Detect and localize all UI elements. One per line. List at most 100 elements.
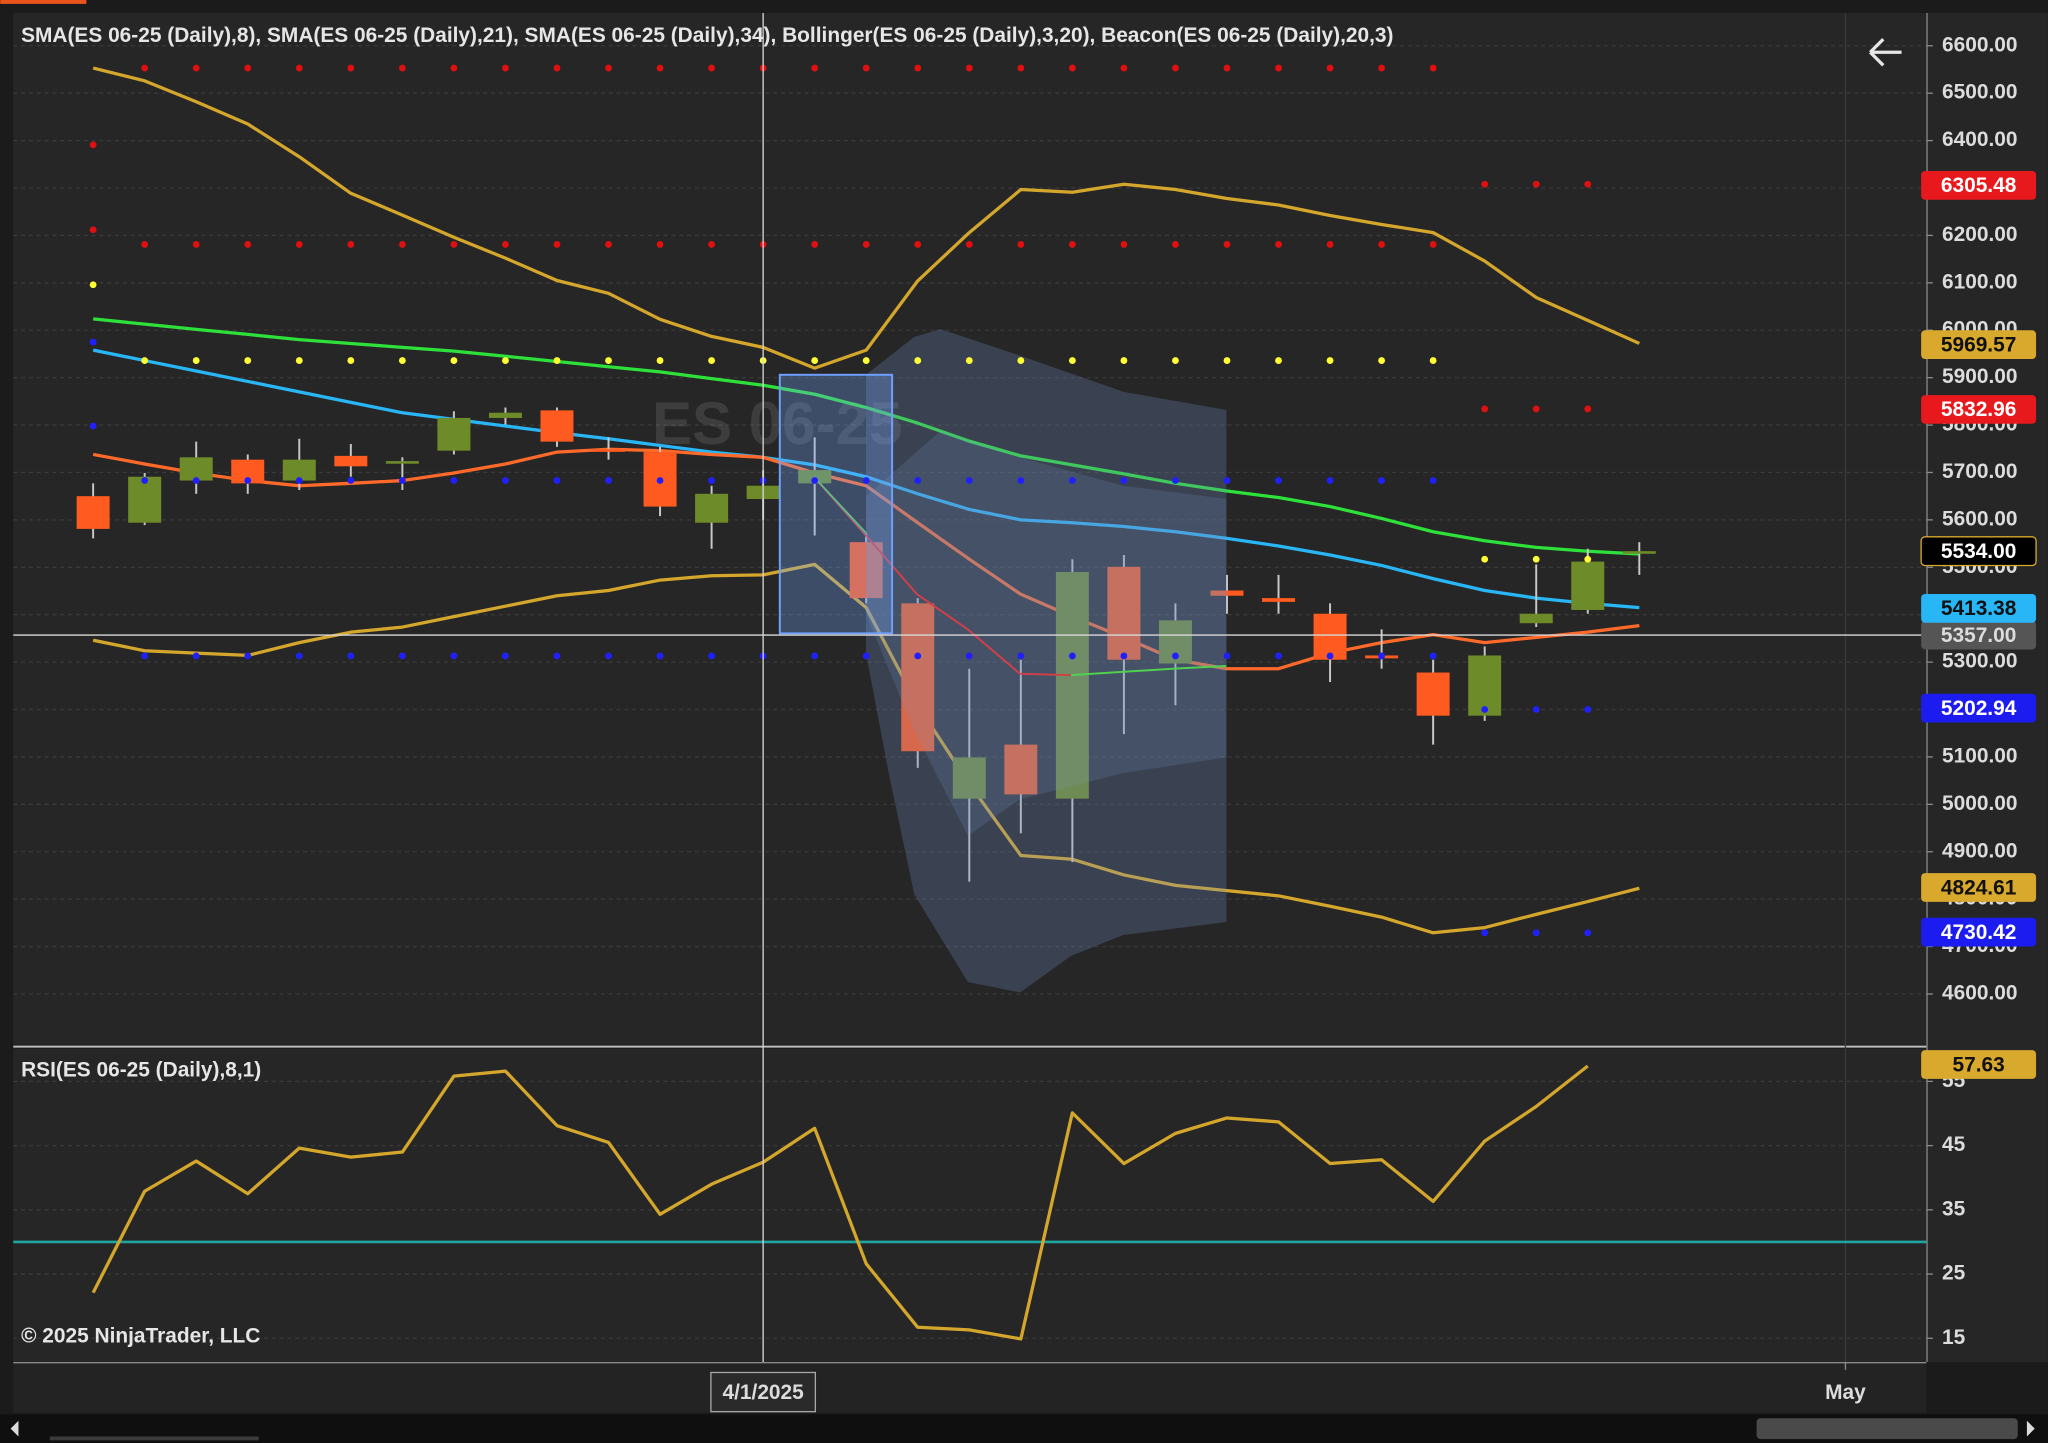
beacon-dot (1584, 706, 1592, 713)
beacon-dot (914, 357, 922, 364)
candle-body (1107, 566, 1141, 660)
scroll-indicator (49, 1436, 259, 1441)
crosshair-value-label: 5357.00 (1941, 624, 2016, 647)
beacon-dot (192, 241, 200, 248)
beacon-dot (1275, 241, 1282, 248)
beacon-dot (347, 241, 355, 248)
projection-line (1070, 665, 1227, 677)
price-label: 5534.00 (1941, 540, 2016, 563)
beacon-dot (553, 241, 561, 248)
beacon-dot (605, 241, 612, 248)
candle-body (1055, 572, 1089, 799)
beacon-dot (192, 357, 200, 364)
indicator-line (92, 66, 1640, 370)
beacon-dot (295, 241, 303, 248)
beacon-dot (192, 64, 200, 72)
beacon-dot (295, 477, 303, 484)
scroll-thumb[interactable] (1756, 1418, 2018, 1440)
beacon-dot (1017, 652, 1025, 660)
beacon-dot (811, 241, 819, 248)
beacon-dot (1429, 64, 1437, 72)
beacon-dot (605, 64, 612, 72)
beacon-dot (1584, 929, 1592, 937)
beacon-dot (914, 477, 922, 484)
beacon-dot (502, 241, 509, 248)
candle-body (1004, 744, 1038, 795)
beacon-dot (1017, 357, 1025, 364)
scrollbar (0, 1414, 2048, 1443)
beacon-dot (398, 241, 406, 248)
beacon-dot (1068, 477, 1076, 484)
scroll-left[interactable] (10, 1420, 19, 1437)
candle-body (76, 496, 110, 529)
candle-body (1519, 613, 1553, 624)
price-label: 57.63 (1952, 1053, 2004, 1076)
time-axis-area (13, 1363, 1927, 1413)
beacon-dot (192, 652, 200, 660)
beacon-dot (192, 477, 200, 484)
beacon-dot (1429, 652, 1437, 660)
y-tick-label: 4900.00 (1942, 839, 2017, 862)
beacon-dot (1326, 477, 1334, 484)
candle-body (334, 455, 368, 467)
beacon-dot (502, 64, 509, 72)
beacon-dot (244, 477, 252, 484)
beacon-dot (1275, 357, 1282, 364)
beacon-dot (708, 652, 715, 660)
price-label: 5202.94 (1941, 697, 2017, 720)
indicator-line (91, 1064, 1589, 1341)
beacon-dot (811, 64, 819, 72)
y-tick-label: 35 (1942, 1197, 1966, 1220)
beacon-dot (347, 477, 355, 484)
beacon-dot (1275, 477, 1282, 484)
beacon-dot (295, 64, 303, 72)
price-label-box (1921, 917, 2037, 947)
beacon-dot (1532, 555, 1540, 563)
beacon-dot (862, 652, 870, 660)
beacon-dot (1481, 929, 1489, 937)
beacon-dot (450, 357, 458, 364)
beacon-dot (1120, 241, 1128, 248)
beacon-dot (914, 652, 922, 660)
price-label-box (1921, 1050, 2037, 1079)
y-tick-label: 6400.00 (1942, 128, 2017, 151)
y-tick-label: 6500.00 (1942, 81, 2017, 104)
back-button[interactable] (1869, 38, 1902, 67)
beacon-dot (1584, 555, 1592, 563)
beacon-dot (1068, 652, 1076, 660)
scroll-right[interactable] (2026, 1420, 2035, 1437)
beacon-dot (1120, 477, 1128, 484)
beacon-dot (1223, 477, 1231, 484)
beacon-dot (347, 652, 355, 660)
selection-box[interactable] (778, 373, 894, 635)
beacon-dot (1275, 652, 1282, 660)
watermark: ES 06-25 (652, 390, 902, 457)
candle-body (179, 457, 213, 481)
beacon-dot (914, 64, 922, 72)
candle-body (849, 542, 883, 599)
beacon-dot (89, 281, 97, 289)
beacon-dot (1120, 64, 1128, 72)
beacon-dot (1068, 64, 1076, 72)
candle-body (901, 603, 935, 752)
crosshair-value-box (1921, 620, 2037, 650)
projection-band (865, 329, 1227, 993)
beacon-dot (553, 357, 561, 364)
y-tick-label: 5100.00 (1942, 744, 2017, 767)
beacon-dot (1172, 477, 1179, 484)
beacon-dot (1378, 652, 1385, 660)
beacon-dot (1172, 241, 1179, 248)
beacon-dot (244, 652, 252, 660)
y-tick-label: 6200.00 (1942, 223, 2017, 246)
beacon-dot (1172, 652, 1179, 660)
scroll-track (0, 1414, 2048, 1443)
beacon-dot (656, 357, 664, 364)
beacon-dot (656, 64, 664, 72)
beacon-dot (502, 652, 509, 660)
beacon-dot (295, 357, 303, 364)
beacon-dot (1326, 241, 1334, 248)
beacon-dot (862, 241, 870, 248)
rsi-panel (13, 1048, 1927, 1363)
price-label-box (1921, 873, 2037, 902)
candle-body (488, 412, 522, 418)
